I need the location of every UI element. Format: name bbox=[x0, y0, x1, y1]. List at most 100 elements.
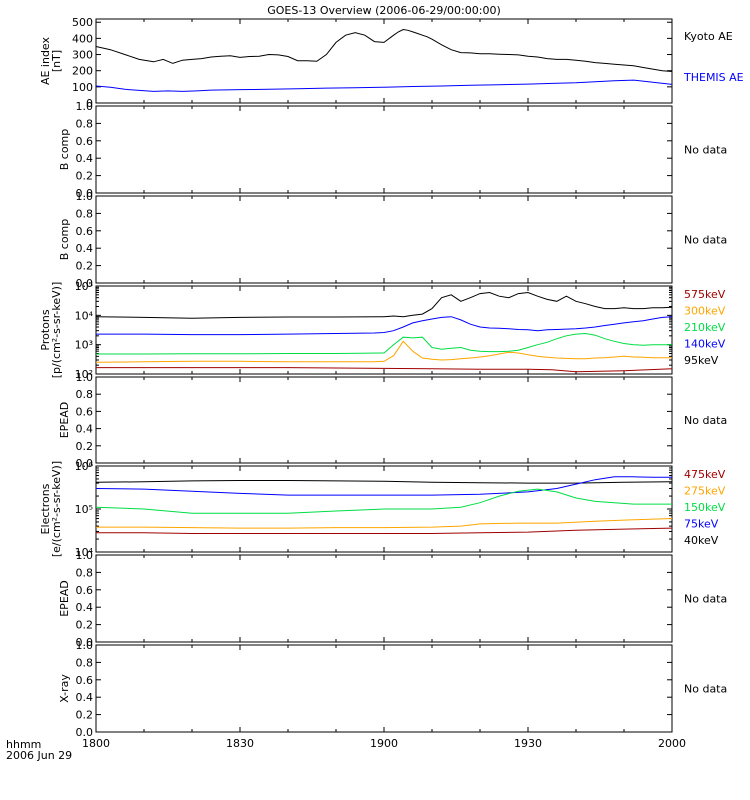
legend-entry: 150keV bbox=[684, 501, 726, 514]
panel-protons: 10² 10³ 10⁴ 10⁵ Protons[p/(cm²-s-sr-keV)] 575… bbox=[39, 280, 726, 381]
y-tick-label: 1.0 bbox=[76, 190, 94, 203]
y-tick-label: 0.0 bbox=[76, 726, 94, 739]
series-line-75kev bbox=[95, 476, 672, 496]
y-tick-label: 500 bbox=[72, 16, 93, 29]
panel-epead-1: 0.0 0.2 0.4 0.6 0.8 1.0 EPEAD No data bbox=[58, 371, 727, 470]
legend-entry: 75keV bbox=[684, 518, 719, 531]
y-tick-label: 0.2 bbox=[76, 619, 94, 632]
legend-entry: 475keV bbox=[684, 468, 726, 481]
y-tick-label: 0.2 bbox=[76, 170, 94, 183]
y-tick-label: 300 bbox=[72, 49, 93, 62]
y-tick-label: 0.2 bbox=[76, 440, 94, 453]
y-axis-label: B comp bbox=[58, 219, 71, 261]
legend-entry: 275keV bbox=[684, 485, 726, 498]
legend-entry: Kyoto AE bbox=[684, 30, 733, 43]
no-data-label: No data bbox=[684, 144, 727, 157]
no-data-label: No data bbox=[684, 234, 727, 247]
y-tick-label: 0.6 bbox=[76, 225, 94, 238]
panel-frame bbox=[95, 195, 673, 284]
no-data-label: No data bbox=[684, 683, 727, 696]
y-tick-label: 10³ bbox=[75, 339, 93, 352]
series-line-kyoto-ae bbox=[95, 28, 673, 72]
series-line-themis-ae bbox=[95, 79, 673, 92]
y-tick-label: 0.6 bbox=[76, 405, 94, 418]
x-axis-label-date: 2006 Jun 29 bbox=[6, 749, 72, 762]
panel-ae: 0 100 200 300 400 500 AE index[nT] Kyoto AE THEM… bbox=[39, 16, 744, 110]
x-tick-label: 2000 bbox=[658, 737, 686, 750]
y-tick-label: 0.0 bbox=[76, 187, 94, 200]
x-tick-label: 1900 bbox=[370, 737, 398, 750]
legend-entry: 95keV bbox=[684, 354, 719, 367]
series-line-575kev bbox=[96, 367, 673, 373]
y-tick-label: 0.8 bbox=[76, 566, 94, 579]
y-tick-label: 0.4 bbox=[76, 242, 94, 255]
series-line-210kev bbox=[96, 332, 672, 355]
y-tick-label: 10⁴ bbox=[75, 309, 94, 322]
y-tick-label: 0.4 bbox=[76, 691, 94, 704]
y-tick-label: 10² bbox=[75, 368, 93, 381]
y-axis-label: [nT] bbox=[50, 50, 63, 72]
y-tick-label: 1.0 bbox=[76, 549, 94, 562]
series-line-300kev bbox=[95, 340, 672, 363]
y-tick-label: 1.0 bbox=[76, 100, 94, 113]
series-line-275kev bbox=[96, 518, 673, 529]
y-axis-label: Electrons bbox=[39, 483, 52, 534]
y-tick-label: 1.0 bbox=[76, 371, 94, 384]
y-tick-label: 10⁴ bbox=[75, 546, 94, 559]
legend-entry: 40keV bbox=[684, 534, 719, 547]
y-tick-label: 0 bbox=[86, 97, 93, 110]
panel-frame bbox=[95, 105, 673, 194]
legend-entry: 575keV bbox=[684, 288, 726, 301]
no-data-label: No data bbox=[684, 414, 727, 427]
y-tick-label: 0.6 bbox=[76, 584, 94, 597]
y-tick-label: 0.8 bbox=[76, 207, 94, 220]
y-axis-label: [p/(cm²-s-sr-keV)] bbox=[50, 282, 63, 379]
y-tick-label: 100 bbox=[72, 81, 93, 94]
y-tick-label: 0.8 bbox=[76, 388, 94, 401]
y-tick-label: 0.0 bbox=[76, 636, 94, 649]
series-line-140kev bbox=[96, 316, 673, 336]
y-axis-label: B comp bbox=[58, 129, 71, 171]
y-tick-label: 0.2 bbox=[76, 709, 94, 722]
x-tick-label: 1800 bbox=[82, 737, 110, 750]
y-tick-label: 10⁶ bbox=[75, 460, 94, 473]
y-tick-label: 0.4 bbox=[76, 423, 94, 436]
panel-frame bbox=[95, 644, 673, 733]
series-line-475kev bbox=[96, 527, 673, 534]
legend-entry: 140keV bbox=[684, 338, 726, 351]
legend-entry: THEMIS AE bbox=[683, 71, 744, 84]
x-axis-label-hhmm: hhmm bbox=[6, 738, 41, 751]
panel-b-comp-2: 0.0 0.2 0.4 0.6 0.8 1.0 B comp No data bbox=[58, 190, 727, 290]
y-axis-label: X-ray bbox=[58, 674, 71, 703]
panel-x-ray: 0.0 0.2 0.4 0.6 0.8 1.0 X-ray No data bbox=[58, 639, 727, 739]
y-tick-label: 0.4 bbox=[76, 152, 94, 165]
y-tick-label: 10⁵ bbox=[75, 503, 93, 516]
y-tick-label: 400 bbox=[72, 32, 93, 45]
y-tick-label: 0.4 bbox=[76, 601, 94, 614]
legend-entry: 210keV bbox=[684, 321, 726, 334]
y-axis-label: Protons bbox=[39, 309, 52, 350]
legend-entry: 300keV bbox=[684, 305, 726, 318]
y-tick-label: 1.0 bbox=[76, 639, 94, 652]
y-tick-label: 0.8 bbox=[76, 656, 94, 669]
y-tick-label: 10⁵ bbox=[75, 280, 93, 293]
y-tick-label: 0.8 bbox=[76, 117, 94, 130]
chart-title: GOES-13 Overview (2006-06-29/00:00:00) bbox=[267, 4, 500, 17]
y-tick-label: 0.0 bbox=[76, 277, 94, 290]
panel-b-comp-1: 0.0 0.2 0.4 0.6 0.8 1.0 B comp No data bbox=[58, 100, 727, 200]
x-axis: hhmm 2006 Jun 29 1800 1830 1900 1930 2000 bbox=[6, 737, 686, 762]
panel-electrons: 10⁴ 10⁵ 10⁶ Electrons[e/(cm²-s-sr-keV)] 475k… bbox=[39, 460, 726, 559]
series-line-95kev bbox=[95, 291, 673, 319]
no-data-label: No data bbox=[684, 593, 727, 606]
x-tick-label: 1830 bbox=[226, 737, 254, 750]
y-tick-label: 200 bbox=[72, 65, 93, 78]
y-axis-label: EPEAD bbox=[58, 402, 71, 439]
panels: 0 100 200 300 400 500 AE index[nT] Kyoto AE THEM… bbox=[39, 16, 744, 739]
series-line-150kev bbox=[95, 488, 672, 514]
series-line-40kev bbox=[95, 480, 673, 484]
panel-frame bbox=[95, 376, 673, 464]
y-tick-label: 0.0 bbox=[76, 457, 94, 470]
y-axis-label: AE index bbox=[39, 36, 52, 85]
y-axis-label: EPEAD bbox=[58, 580, 71, 617]
